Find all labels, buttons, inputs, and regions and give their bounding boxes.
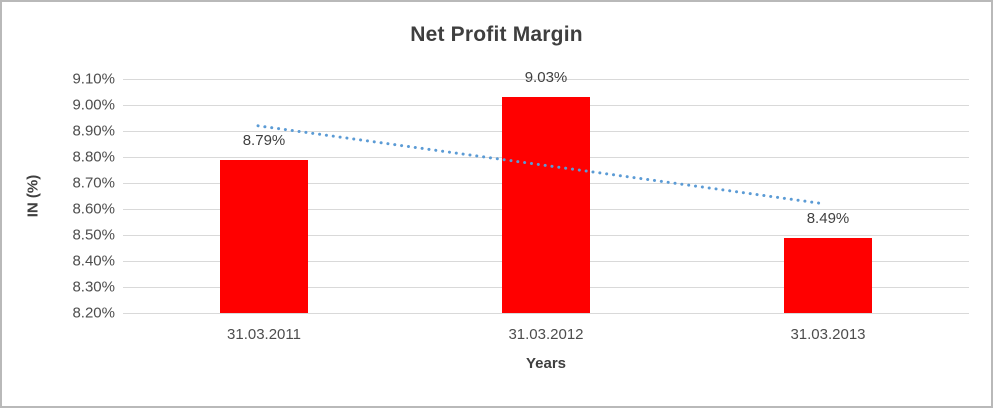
gridline bbox=[123, 312, 969, 314]
bar bbox=[502, 97, 590, 313]
y-tick-label: 8.50% bbox=[72, 226, 115, 244]
bar-value-label: 8.79% bbox=[242, 131, 286, 149]
y-tick-label: 8.30% bbox=[72, 278, 115, 296]
x-tick-label: 31.03.2013 bbox=[790, 326, 866, 343]
bar bbox=[220, 159, 308, 313]
gridline bbox=[123, 78, 969, 80]
bar bbox=[784, 237, 872, 313]
y-tick-label: 8.80% bbox=[72, 148, 115, 166]
y-tick-label: 8.60% bbox=[72, 200, 115, 218]
y-axis-title: IN (%) bbox=[24, 174, 42, 218]
bar-value-label: 8.49% bbox=[806, 209, 850, 227]
y-tick-label: 8.20% bbox=[72, 304, 115, 322]
x-axis-title: Years bbox=[525, 355, 567, 372]
y-tick-label: 9.00% bbox=[72, 96, 115, 114]
x-tick-label: 31.03.2011 bbox=[227, 326, 301, 343]
y-tick-label: 9.10% bbox=[72, 70, 115, 88]
y-tick-label: 8.90% bbox=[72, 122, 115, 140]
y-tick-label: 8.40% bbox=[72, 252, 115, 270]
chart-title: Net Profit Margin bbox=[410, 23, 583, 46]
y-tick-label: 8.70% bbox=[72, 174, 115, 192]
x-tick-label: 31.03.2012 bbox=[508, 326, 584, 343]
bar-value-label: 9.03% bbox=[524, 69, 568, 87]
